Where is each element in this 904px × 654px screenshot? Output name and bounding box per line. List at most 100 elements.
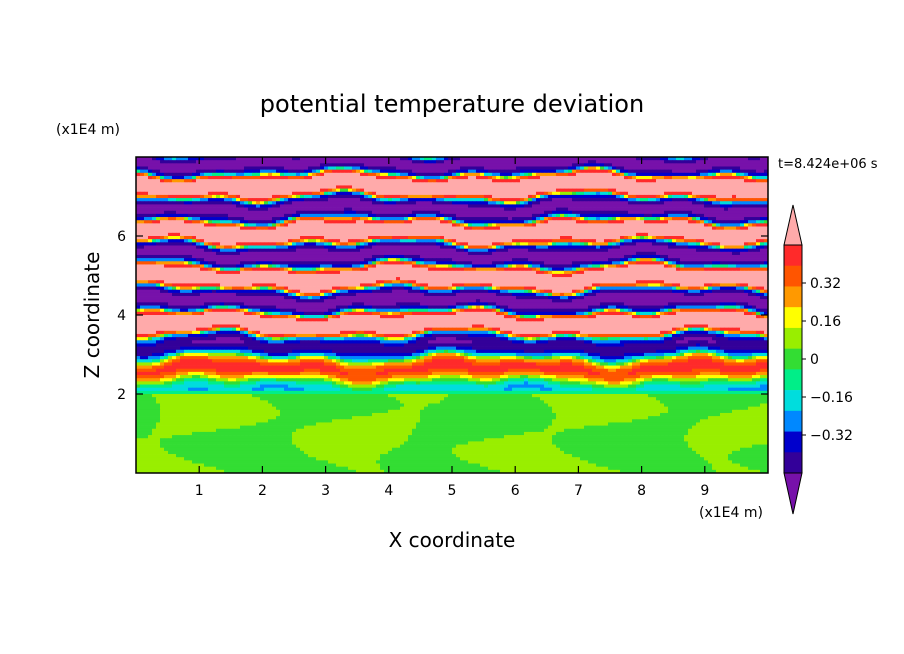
contour-cell [412,175,417,180]
contour-cell [212,210,217,215]
contour-cell [448,245,453,249]
contour-cell [656,204,661,208]
contour-cell [168,226,173,231]
contour-cell [168,217,173,221]
contour-cell [492,182,497,186]
contour-cell [444,229,449,234]
contour-cell [284,198,289,202]
contour-cell [616,242,621,246]
contour-cell [496,185,501,189]
contour-cell [464,210,469,215]
contour-cell [360,210,365,215]
contour-cell [192,229,197,234]
contour-cell [296,179,301,183]
contour-cell [592,179,597,183]
contour-cell [660,169,665,174]
contour-cell [212,248,217,253]
contour-cell [564,157,569,161]
contour-cell [588,182,593,186]
contour-cell [160,175,165,180]
contour-cell [668,232,673,237]
contour-cell [164,182,169,186]
contour-cell [284,239,289,243]
contour-cell [328,204,333,208]
contour-cell [556,160,561,164]
contour-cell [308,166,313,170]
contour-cell [232,245,237,249]
contour-cell [344,213,349,218]
contour-cell [676,236,681,240]
contour-cell [744,220,749,224]
contour-cell [648,188,653,193]
contour-cell [508,157,513,161]
contour-cell [528,182,533,186]
contour-cell [540,166,545,170]
contour-cell [312,157,317,161]
contour-cell [408,248,413,253]
contour-cell [232,207,237,212]
contour-cell [228,191,233,196]
contour-cell [352,226,357,231]
contour-cell [420,191,425,196]
contour-cell [140,198,145,202]
contour-cell [156,210,161,215]
contour-cell [292,242,297,246]
contour-cell [164,204,169,208]
contour-cell [240,229,245,234]
contour-cell [472,213,477,218]
contour-cell [652,217,657,221]
contour-cell [380,182,385,186]
contour-cell [348,198,353,202]
contour-cell [476,207,481,212]
contour-cell [204,204,209,208]
contour-cell [320,194,325,199]
contour-cell [192,191,197,196]
contour-cell [460,188,465,193]
contour-cell [180,248,185,253]
contour-cell [484,251,489,256]
contour-cell [732,248,737,253]
contour-cell [168,242,173,246]
contour-cell [516,163,521,167]
contour-cell [436,175,441,180]
contour-cell [308,242,313,246]
contour-cell [408,245,413,249]
contour-cell [500,198,505,202]
contour-cell [220,160,225,164]
contour-cell [572,220,577,224]
contour-cell [372,194,377,199]
contour-cell [708,251,713,256]
contour-cell [368,163,373,167]
contour-cell [756,182,761,186]
contour-cell [184,226,189,231]
contour-cell [492,169,497,174]
contour-cell [712,248,717,253]
contour-cell [276,213,281,218]
contour-cell [396,166,401,170]
contour-cell [256,213,261,218]
contour-cell [516,248,521,253]
contour-cell [216,223,221,227]
contour-cell [188,204,193,208]
contour-cell [256,169,261,174]
contour-cell [568,217,573,221]
contour-cell [296,232,301,237]
contour-cell [708,160,713,164]
contour-cell [248,160,253,164]
contour-cell [396,239,401,243]
contour-cell [588,194,593,199]
contour-cell [388,204,393,208]
contour-cell [732,191,737,196]
contour-cell [696,169,701,174]
contour-cell [748,182,753,186]
contour-cell [412,248,417,253]
contour-cell [592,163,597,167]
contour-cell [448,157,453,161]
contour-cell [636,194,641,199]
contour-cell [564,251,569,256]
contour-cell [516,179,521,183]
contour-cell [288,232,293,237]
contour-cell [756,172,761,177]
contour-cell [388,194,393,199]
contour-cell [492,160,497,164]
